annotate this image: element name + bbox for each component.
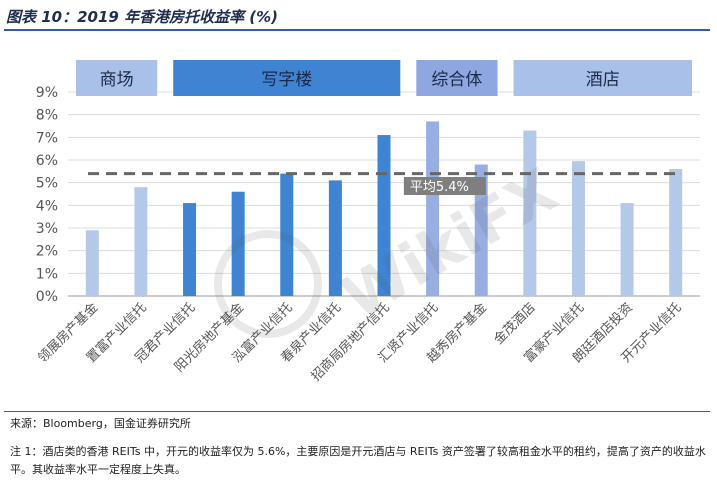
y-tick-label: 5% xyxy=(36,176,58,192)
bar-chart: 商场 写字楼 综合体 酒店 平均5.4% 0%1%2%3%4%5%6%7%8%9% 领… xyxy=(35,60,700,384)
bar xyxy=(328,180,342,296)
y-tick-label: 3% xyxy=(36,221,58,237)
note-text: 注 1：酒店类的香港 REITs 中，开元的收益率仅为 5.6%，主要原因是开元… xyxy=(10,445,706,476)
y-tick-label: 1% xyxy=(36,266,58,282)
bar xyxy=(571,161,585,296)
source-text: 来源：Bloomberg，国金证券研究所 xyxy=(10,417,191,430)
bar xyxy=(231,191,245,296)
chart-title: 图表 10：2019 年香港房托收益率 (%) xyxy=(6,8,279,26)
y-tick-label: 8% xyxy=(36,108,58,124)
bar xyxy=(183,203,197,296)
bar xyxy=(134,187,148,296)
group-banner xyxy=(76,60,158,96)
y-tick-label: 0% xyxy=(36,289,58,305)
average-label-box xyxy=(403,177,486,195)
group-label: 商场 xyxy=(100,70,134,90)
bar xyxy=(474,164,488,296)
bar xyxy=(523,130,537,296)
group-label: 酒店 xyxy=(586,70,620,90)
group-banner xyxy=(416,60,498,96)
bar xyxy=(280,173,294,296)
x-tick-label: 金茂酒店 xyxy=(491,300,539,348)
bar xyxy=(377,135,391,296)
average-line-group: 平均5.4% xyxy=(88,172,676,195)
y-tick-label: 4% xyxy=(36,198,58,214)
y-tick-label: 2% xyxy=(36,244,58,260)
bar xyxy=(426,121,440,296)
group-banner xyxy=(513,60,692,96)
group-label: 写字楼 xyxy=(261,70,312,90)
y-tick-label: 7% xyxy=(36,130,58,146)
category-group-banners: 商场 写字楼 综合体 酒店 xyxy=(76,60,692,96)
bar xyxy=(620,203,634,296)
bar xyxy=(669,169,683,296)
y-axis-ticks: 0% 1% 2% 3% 4% 5% 6% 7% 8% 9% xyxy=(36,85,58,305)
bar xyxy=(85,230,99,296)
y-tick-label: 6% xyxy=(36,153,58,169)
watermark-logo-icon xyxy=(214,230,322,338)
bars xyxy=(85,121,683,296)
average-label: 平均5.4% xyxy=(410,180,469,195)
footer-divider xyxy=(4,411,710,412)
group-label: 综合体 xyxy=(431,70,482,90)
title-divider xyxy=(4,29,710,31)
y-tick-label: 9% xyxy=(36,85,58,101)
group-banner xyxy=(173,60,401,96)
